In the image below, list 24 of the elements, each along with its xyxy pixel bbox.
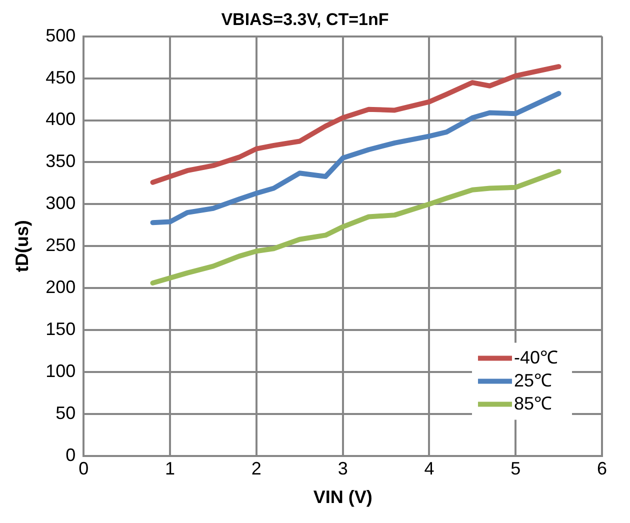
y-tick-label: 400 (46, 109, 76, 130)
x-tick-label: 3 (338, 458, 348, 479)
x-axis-title: VIN (V) (313, 487, 372, 508)
x-tick-label: 1 (165, 458, 176, 479)
chart-title: VBIAS=3.3V, CT=1nF (221, 10, 389, 29)
y-tick-label: 50 (56, 402, 76, 423)
legend-label: 25℃ (514, 370, 552, 390)
y-tick-label: 350 (46, 151, 76, 172)
legend-label: -40℃ (514, 347, 558, 368)
x-tick-label: 2 (251, 458, 262, 479)
x-tick-label: 4 (424, 458, 434, 479)
y-tick-label: 0 (66, 444, 76, 465)
y-tick-label: 300 (46, 193, 76, 214)
y-tick-label: 200 (46, 277, 76, 298)
x-tick-label: 6 (596, 458, 608, 479)
legend-label: 85℃ (514, 393, 552, 414)
y-tick-label: 500 (46, 25, 76, 46)
x-tick-label: 0 (78, 458, 89, 479)
y-tick-label: 100 (46, 360, 76, 381)
x-tick-label: 5 (510, 458, 521, 479)
y-axis-title: tD(us) (12, 220, 32, 272)
y-tick-label: 150 (46, 318, 76, 339)
y-tick-label: 450 (46, 67, 76, 88)
y-tick-label: 250 (46, 235, 76, 256)
